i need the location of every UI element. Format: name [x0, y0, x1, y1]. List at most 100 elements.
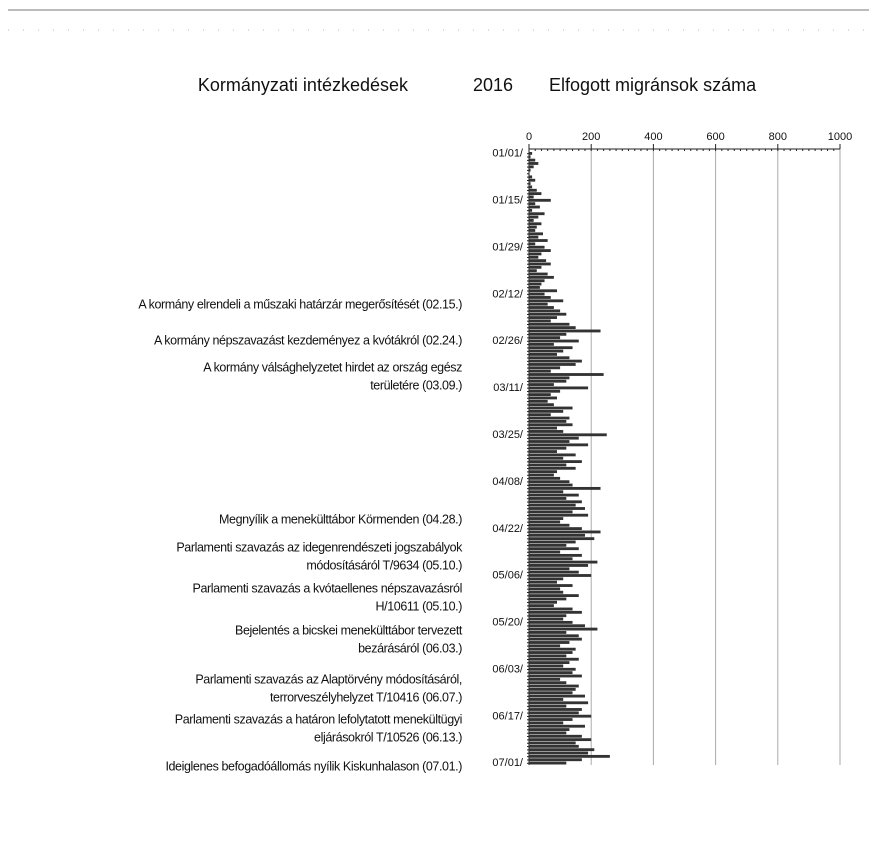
bar [529, 198, 551, 202]
bar [529, 624, 585, 628]
bar [529, 306, 554, 309]
bar [529, 389, 561, 393]
bar [529, 282, 542, 286]
bar [529, 523, 570, 527]
annotation: Parlamenti szavazás az idegenrendészeti … [176, 540, 463, 554]
bar [529, 620, 573, 624]
bar [529, 470, 557, 474]
bar [529, 440, 570, 443]
bar [529, 275, 554, 279]
y-tick-label: 03/25/ [492, 429, 524, 441]
annotation: módosításáról T/9634 (05.10.) [306, 558, 462, 572]
bar [529, 610, 582, 614]
bar [529, 259, 547, 263]
annotation: terrorveszélyhelyzet T/10416 (06.07.) [270, 690, 462, 704]
bar [529, 456, 564, 460]
bar [529, 540, 576, 544]
bar [529, 687, 576, 691]
bar [529, 644, 561, 648]
bar [529, 761, 567, 765]
bar [529, 453, 576, 457]
bar [529, 379, 567, 383]
bar [529, 356, 570, 360]
bar [529, 590, 564, 594]
annotation: A kormány elrendeli a műszaki határzár m… [138, 297, 462, 311]
bar [529, 369, 551, 373]
bar [529, 527, 582, 531]
bar [529, 751, 589, 755]
bar [529, 349, 564, 353]
bar [529, 721, 564, 725]
bar [529, 342, 554, 346]
bar [529, 580, 557, 584]
bar [529, 517, 564, 520]
bar [529, 296, 551, 299]
bar [529, 329, 601, 333]
bar [529, 550, 561, 554]
bar [529, 724, 585, 728]
chart-title: 2016 [473, 75, 513, 95]
bar [529, 466, 576, 470]
bar [529, 242, 536, 246]
annotation: A kormány válsághelyzetet hirdet az orsz… [203, 360, 462, 374]
bar [529, 162, 539, 165]
bar [529, 664, 564, 668]
bar [529, 510, 573, 514]
bar [529, 734, 582, 738]
x-tick-label: 600 [706, 131, 724, 143]
bar [529, 483, 573, 487]
bar [529, 413, 551, 417]
bar [529, 265, 542, 269]
bar [529, 446, 567, 450]
bar [529, 302, 548, 306]
bar [529, 637, 582, 641]
bar [529, 694, 585, 698]
x-tick-label: 200 [582, 131, 600, 143]
bar [529, 359, 582, 363]
bar [529, 352, 557, 356]
x-tick-label: 0 [526, 131, 532, 143]
bar [529, 373, 604, 376]
bar [529, 748, 595, 752]
bar [529, 319, 551, 323]
bar [529, 285, 540, 289]
bar [529, 423, 573, 427]
bar [529, 436, 579, 440]
bar [529, 744, 579, 748]
bar [529, 188, 537, 192]
annotation: H/10611 (05.10.) [376, 599, 463, 613]
bar [529, 631, 567, 634]
bar [529, 430, 564, 433]
annotation: Bejelentés a bicskei menekülttábor terve… [235, 623, 463, 637]
bar [529, 406, 573, 410]
bar [529, 486, 601, 490]
bar [529, 667, 576, 671]
y-tick-label: 01/01/ [492, 148, 524, 160]
bar [529, 178, 536, 182]
bar [529, 205, 540, 209]
bar [529, 684, 579, 688]
bar [529, 225, 537, 229]
bar [529, 168, 531, 172]
bar [529, 292, 545, 296]
bar [529, 433, 607, 437]
bar [529, 326, 576, 330]
bar [529, 322, 570, 326]
x-tick-label: 1000 [828, 131, 852, 143]
bar [529, 553, 582, 557]
bar [529, 530, 601, 534]
bar [529, 654, 567, 658]
bar [529, 252, 542, 256]
bar [529, 175, 533, 179]
bar [529, 212, 545, 216]
bar [529, 245, 545, 249]
x-tick-label: 800 [769, 131, 787, 143]
bar [529, 674, 582, 678]
bar [529, 312, 567, 316]
bar [529, 476, 561, 480]
bar [529, 657, 579, 661]
bar [529, 641, 570, 644]
y-tick-label: 06/03/ [492, 663, 524, 675]
bar [529, 711, 579, 715]
